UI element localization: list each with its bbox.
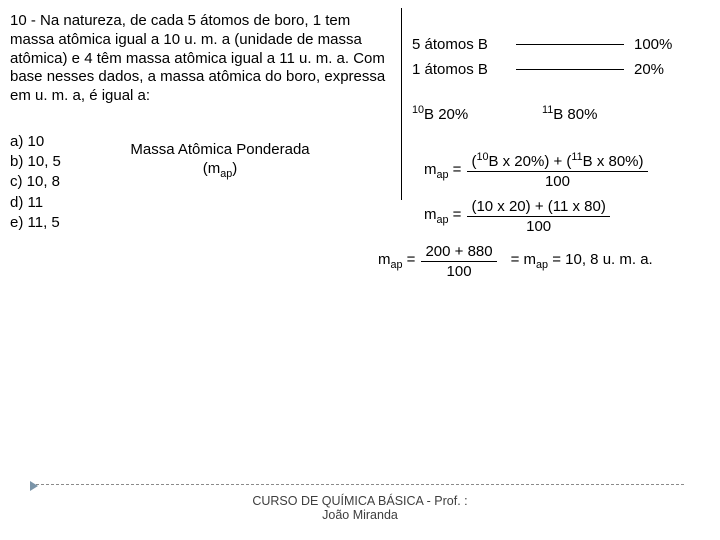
arrow-right-icon xyxy=(30,481,38,491)
option-e: e) 11, 5 xyxy=(10,213,90,233)
ratio-1-left: 5 átomos B xyxy=(412,36,512,53)
formula-label-post: ) xyxy=(232,160,237,177)
option-a: a) 10 xyxy=(10,132,90,152)
footer-divider xyxy=(36,484,684,485)
ratio-line-icon xyxy=(516,69,624,70)
iso1-pct: 20% xyxy=(434,106,468,123)
isotope-11b: 11B 80% xyxy=(542,106,672,123)
footer: CURSO DE QUÍMICA BÁSICA - Prof. : João M… xyxy=(0,494,720,522)
iso1-sym: B xyxy=(424,106,434,123)
vertical-divider xyxy=(401,8,402,200)
isotope-10b: 10B 20% xyxy=(412,106,542,123)
formula-label-sub: ap xyxy=(220,168,232,180)
ratio-2-right: 20% xyxy=(634,61,686,78)
fraction-1: (10B x 20%) + (11B x 80%) 100 xyxy=(467,153,647,190)
option-b: b) 10, 5 xyxy=(10,152,90,172)
answer-options: a) 10 b) 10, 5 c) 10, 8 d) 11 e) 11, 5 xyxy=(10,132,90,233)
left-column: 10 - Na natureza, de cada 5 átomos de bo… xyxy=(10,12,395,233)
frac1-denominator: 100 xyxy=(545,172,570,190)
map-label-2: map = xyxy=(424,198,461,223)
frac3-numerator: 200 + 880 xyxy=(421,243,496,262)
right-column: 5 átomos B 100% 1 átomos B 20% 10B 20% 1… xyxy=(412,36,712,280)
formula-label: Massa Atômica Ponderada (map) xyxy=(90,140,350,233)
iso1-sup: 10 xyxy=(412,104,424,116)
fraction-3: 200 + 880 100 xyxy=(421,243,496,280)
iso2-sup: 11 xyxy=(542,104,553,116)
options-and-formula: a) 10 b) 10, 5 c) 10, 8 d) 11 e) 11, 5 M… xyxy=(10,132,395,233)
option-d: d) 11 xyxy=(10,193,90,213)
frac1-numerator: (10B x 20%) + (11B x 80%) xyxy=(467,153,647,172)
iso2-pct: 80% xyxy=(563,106,597,123)
frac2-numerator: (10 x 20) + (11 x 80) xyxy=(467,198,609,217)
ratio-line-icon xyxy=(516,44,624,45)
ratio-row-1: 5 átomos B 100% xyxy=(412,36,712,53)
footer-line2: João Miranda xyxy=(322,508,398,522)
slide: 10 - Na natureza, de cada 5 átomos de bo… xyxy=(0,0,720,540)
option-c: c) 10, 8 xyxy=(10,172,90,192)
map-equation-2: map = (10 x 20) + (11 x 80) 100 xyxy=(424,198,712,235)
footer-line1: CURSO DE QUÍMICA BÁSICA - Prof. : xyxy=(252,494,467,508)
map-equation-1: map = (10B x 20%) + (11B x 80%) 100 xyxy=(424,153,712,190)
map-label-1: map = xyxy=(424,153,461,178)
frac2-denominator: 100 xyxy=(526,217,551,235)
fraction-2: (10 x 20) + (11 x 80) 100 xyxy=(467,198,609,235)
isotope-row: 10B 20% 11B 80% xyxy=(412,106,712,123)
iso2-sym: B xyxy=(553,106,563,123)
ratio-row-2: 1 átomos B 20% xyxy=(412,61,712,78)
question-text: 10 - Na natureza, de cada 5 átomos de bo… xyxy=(10,12,395,106)
formula-label-pre: (m xyxy=(203,160,221,177)
ratio-1-right: 100% xyxy=(634,36,686,53)
ratio-2-left: 1 átomos B xyxy=(412,61,512,78)
formula-label-line1: Massa Atômica Ponderada xyxy=(130,141,309,158)
map-label-3: map = xyxy=(378,243,415,268)
frac3-denominator: 100 xyxy=(447,262,472,280)
map-equation-3: map = 200 + 880 100 = map = 10, 8 u. m. … xyxy=(378,243,712,280)
final-answer: = map = 10, 8 u. m. a. xyxy=(511,243,653,268)
